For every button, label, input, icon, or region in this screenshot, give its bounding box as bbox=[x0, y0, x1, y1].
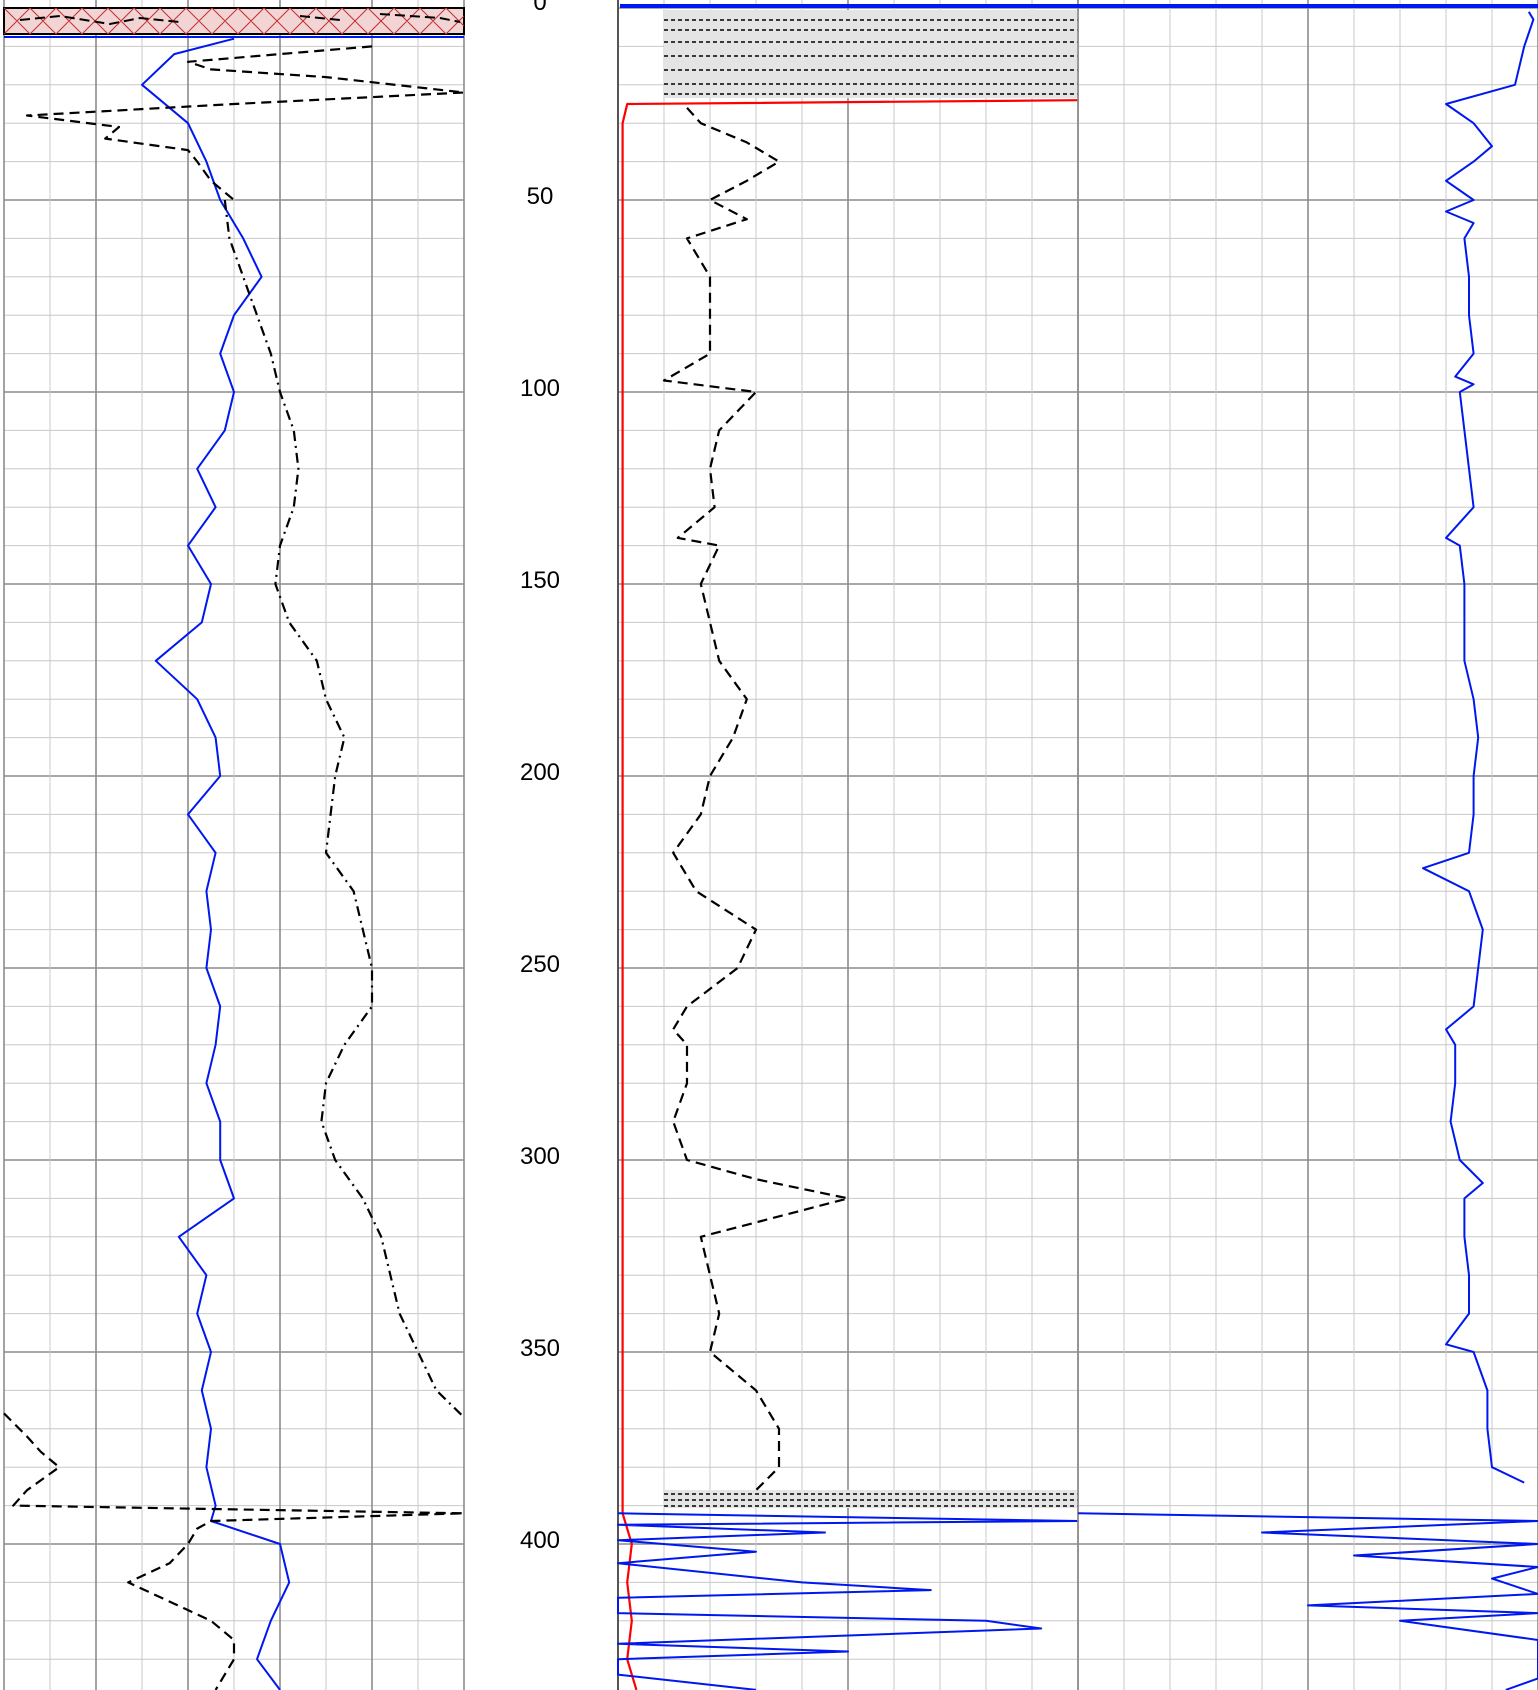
curve-blue-solid bbox=[1077, 1512, 1538, 1690]
middle-track-grid bbox=[617, 0, 1079, 1690]
curve-blue-solid bbox=[141, 37, 291, 1690]
depth-tick-label: 200 bbox=[520, 759, 560, 786]
curve-blue-solid bbox=[1422, 11, 1535, 1484]
middle-track-bottom-pattern bbox=[664, 1490, 1078, 1508]
left-track-curves bbox=[3, 37, 466, 1690]
curve-black-dashed bbox=[662, 107, 850, 1491]
depth-tick-label: 100 bbox=[520, 375, 560, 402]
curve-blue-solid bbox=[617, 1512, 1079, 1690]
depth-tick-label: 350 bbox=[520, 1335, 560, 1362]
curve-red-solid bbox=[621, 99, 1079, 1690]
left-track bbox=[3, 0, 466, 1690]
depth-tick-label: 300 bbox=[520, 1143, 560, 1170]
depth-tick-label: 150 bbox=[520, 567, 560, 594]
depth-axis: 0 50 100 150 200 250 300 350 400 bbox=[520, 0, 560, 1554]
middle-track-curves bbox=[617, 99, 1079, 1690]
middle-track bbox=[617, 0, 1079, 1690]
curve-black-dashed bbox=[25, 45, 466, 201]
depth-tick-label: 250 bbox=[520, 951, 560, 978]
depth-tick-label: 0 bbox=[533, 0, 546, 16]
depth-tick-label: 50 bbox=[527, 183, 554, 210]
middle-track-top-pattern bbox=[664, 10, 1078, 98]
right-track-curves bbox=[1077, 11, 1538, 1690]
depth-tick-label: 400 bbox=[520, 1527, 560, 1554]
right-track bbox=[620, 0, 1538, 1690]
curve-black-dashed bbox=[3, 1412, 466, 1690]
left-track-grid bbox=[3, 0, 465, 1690]
curve-black-dash-dot bbox=[223, 199, 465, 1419]
left-track-header-pattern bbox=[3, 7, 465, 38]
right-track-grid bbox=[1077, 0, 1538, 1690]
